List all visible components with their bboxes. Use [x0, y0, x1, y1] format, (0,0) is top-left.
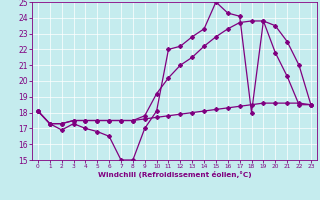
X-axis label: Windchill (Refroidissement éolien,°C): Windchill (Refroidissement éolien,°C)	[98, 171, 251, 178]
